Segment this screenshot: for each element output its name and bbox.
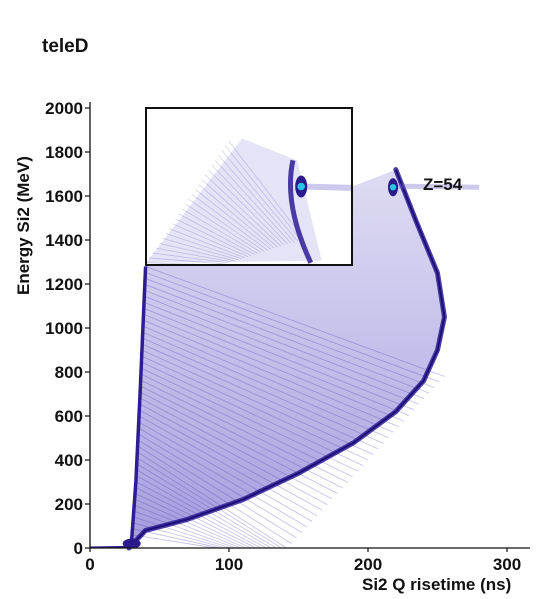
isotope-line [133,510,236,549]
y-tick-label: 0 [74,539,83,558]
isotope-line [132,522,226,549]
isotope-line [135,468,272,549]
isotope-line [143,313,404,422]
isotope-line [142,331,389,439]
inset-isotope-line [165,233,242,260]
inset-isotope-line [211,164,288,245]
inset-isotope-line [168,228,245,259]
y-tick-label: 1200 [45,275,83,294]
inset-isotope-line [172,223,249,257]
x-axis-label: Si2 Q risetime (ns) [362,575,511,594]
isotope-line [141,343,379,450]
isotope-line [136,444,292,544]
inset-isotope-line [188,198,265,252]
axis-layer: 0 200 400 600 800 1000 1200 1400 1600 1800 2000 0 10… [45,99,530,574]
z54-annotation: Z=54 [423,175,463,194]
isotope-line [132,534,216,549]
y-tick-label: 1000 [45,319,83,338]
y-tick-label: 1600 [45,187,83,206]
inset-layer [145,107,353,266]
inset-isotope-line [224,145,301,241]
y-tick-label: 200 [55,495,83,514]
isotope-line [140,361,364,466]
isotope-line [136,450,287,549]
isotope-line [140,355,369,461]
y-axis-label: Energy Si2 (MeV) [14,156,33,295]
inset-isotope-line [152,252,229,264]
z54-streak [395,183,480,190]
inset-isotope-line [191,194,268,251]
y-tick-label: 800 [55,363,83,382]
inset-isotope-line [218,155,295,243]
isotope-line [133,498,246,549]
inset-isotope-line [205,174,282,247]
x-tick-label: 200 [354,555,382,574]
inset-isotope-line [195,189,272,250]
inset-isotope-line [214,159,292,244]
isotope-line [138,403,328,505]
inset-isotope-line [221,150,298,242]
inset-isotope-line [208,169,285,246]
y-tick-label: 2000 [45,99,83,118]
isotope-line [136,438,297,539]
inset-body [146,138,322,263]
isotope-line [142,325,394,433]
isotope-line [143,307,409,416]
inset-isotope-line [155,247,232,263]
isotope-line [143,301,415,411]
inset-isotope-line [159,242,235,262]
isotope-line [140,367,359,472]
x-tick-label: 0 [85,555,94,574]
inset-isotope-line [198,184,275,249]
inset-envelope [287,159,314,264]
isotope-line [135,474,267,549]
isotope-line [135,456,282,549]
inset-isotope-line [175,218,252,256]
inset-isotope-line [178,213,255,255]
y-tick-label: 1400 [45,231,83,250]
x-tick-label: 100 [215,555,243,574]
inset-isotope-line [162,238,239,261]
inset-background [146,108,352,265]
isotope-line [140,373,353,478]
isotope-line [144,277,435,388]
isotope-line [138,397,333,500]
isotope-line [139,391,338,494]
inset-isotope-line [182,208,258,254]
y-tick-label: 1800 [45,143,83,162]
inset-frame [145,107,353,266]
inset-isotope-line [201,179,278,248]
isotope-line [145,271,440,383]
inset-isotope-line [149,257,225,265]
isotope-line [135,462,277,549]
isotope-line [145,265,445,377]
isotope-line [133,504,241,549]
isotope-line [141,349,374,455]
isotope-line [142,319,399,427]
chart-title: teleD [42,36,88,57]
isotope-line [138,415,318,517]
y-tick-label: 600 [55,407,83,426]
isotope-line [134,492,251,549]
z54-peak [389,184,397,191]
isotope-line [138,409,323,511]
isotope-line [143,295,420,405]
isotope-line [144,283,430,394]
isotope-line [144,289,425,400]
inset-data [146,138,352,265]
inset-streak [301,183,352,191]
inset-isotope-line [228,140,305,240]
isotope-line [137,433,302,533]
isotope-line [139,385,343,489]
y-tick-label: 400 [55,451,83,470]
isotope-line [137,421,313,522]
envelope-edge [128,169,446,549]
isotope-line [141,337,384,444]
inset-isotope-line [185,203,262,253]
isotope-line [133,516,231,549]
x-tick-label: 300 [493,555,521,574]
inset-peak [297,182,305,191]
isotope-line [137,427,308,528]
